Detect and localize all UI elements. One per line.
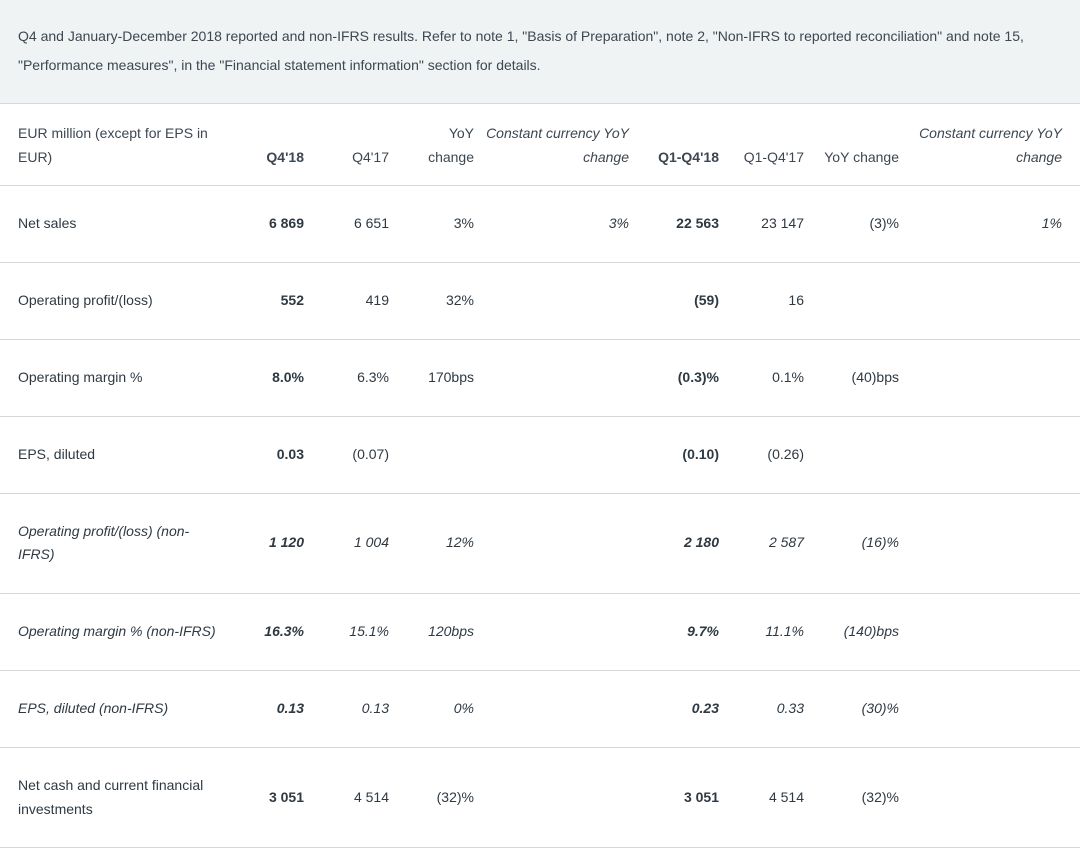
cell-q418: 8.0% — [225, 339, 310, 416]
cell-yoy2 — [810, 263, 905, 340]
cell-label: Operating profit/(loss) — [0, 263, 225, 340]
cell-q1418: 2 180 — [635, 493, 725, 594]
cell-cc2 — [905, 670, 1080, 747]
table-row: Operating margin %8.0%6.3%170bps (0.3)%0.… — [0, 339, 1080, 416]
cell-q1417: 2 587 — [725, 493, 810, 594]
cell-q417: 4 514 — [310, 747, 395, 848]
cell-q418: 552 — [225, 263, 310, 340]
financial-table: EUR million (except for EPS in EUR) Q4'1… — [0, 104, 1080, 848]
cell-q417: (0.07) — [310, 416, 395, 493]
cell-q417: 15.1% — [310, 594, 395, 671]
cell-q1417: 11.1% — [725, 594, 810, 671]
cell-q1417: 0.33 — [725, 670, 810, 747]
cell-q417: 0.13 — [310, 670, 395, 747]
cell-yoy: 170bps — [395, 339, 480, 416]
cell-label: Operating profit/(loss) (non-IFRS) — [0, 493, 225, 594]
cell-yoy: (32)% — [395, 747, 480, 848]
header-constant-currency2: Constant currency YoY change — [905, 104, 1080, 186]
cell-cc — [480, 416, 635, 493]
header-q418: Q4'18 — [225, 104, 310, 186]
cell-cc2 — [905, 594, 1080, 671]
table-row: EPS, diluted (non-IFRS)0.130.130%0.230.3… — [0, 670, 1080, 747]
table-row: Operating margin % (non-IFRS)16.3%15.1%1… — [0, 594, 1080, 671]
cell-q418: 0.03 — [225, 416, 310, 493]
note-box: Q4 and January-December 2018 reported an… — [0, 0, 1080, 104]
cell-yoy2: (32)% — [810, 747, 905, 848]
table-row: EPS, diluted0.03(0.07) (0.10)(0.26) — [0, 416, 1080, 493]
header-q1q417: Q1-Q4'17 — [725, 104, 810, 186]
cell-yoy2: (140)bps — [810, 594, 905, 671]
cell-label: Net cash and current financial investmen… — [0, 747, 225, 848]
note-text: Q4 and January-December 2018 reported an… — [18, 28, 1024, 73]
cell-q1418: (59) — [635, 263, 725, 340]
cell-label: Operating margin % — [0, 339, 225, 416]
cell-q418: 16.3% — [225, 594, 310, 671]
cell-q418: 0.13 — [225, 670, 310, 747]
cell-cc — [480, 594, 635, 671]
cell-yoy2 — [810, 416, 905, 493]
cell-q1418: (0.10) — [635, 416, 725, 493]
cell-q417: 419 — [310, 263, 395, 340]
cell-yoy2: (3)% — [810, 186, 905, 263]
cell-q1417: (0.26) — [725, 416, 810, 493]
cell-q417: 6 651 — [310, 186, 395, 263]
cell-q1417: 23 147 — [725, 186, 810, 263]
cell-q1417: 0.1% — [725, 339, 810, 416]
table-header: EUR million (except for EPS in EUR) Q4'1… — [0, 104, 1080, 186]
cell-q1418: 22 563 — [635, 186, 725, 263]
cell-cc2 — [905, 747, 1080, 848]
cell-yoy: 3% — [395, 186, 480, 263]
cell-q418: 6 869 — [225, 186, 310, 263]
cell-cc2 — [905, 339, 1080, 416]
cell-q417: 1 004 — [310, 493, 395, 594]
table-row: Net sales6 8696 6513%3%22 56323 147(3)%1… — [0, 186, 1080, 263]
cell-q1418: 9.7% — [635, 594, 725, 671]
cell-yoy: 0% — [395, 670, 480, 747]
cell-yoy2: (30)% — [810, 670, 905, 747]
cell-cc — [480, 263, 635, 340]
cell-q1417: 16 — [725, 263, 810, 340]
cell-q1418: (0.3)% — [635, 339, 725, 416]
cell-q418: 3 051 — [225, 747, 310, 848]
cell-yoy: 12% — [395, 493, 480, 594]
header-label: EUR million (except for EPS in EUR) — [0, 104, 225, 186]
cell-cc: 3% — [480, 186, 635, 263]
cell-q418: 1 120 — [225, 493, 310, 594]
table-row: Operating profit/(loss) (non-IFRS)1 1201… — [0, 493, 1080, 594]
table-body: Net sales6 8696 6513%3%22 56323 147(3)%1… — [0, 186, 1080, 848]
cell-yoy2: (40)bps — [810, 339, 905, 416]
cell-label: Net sales — [0, 186, 225, 263]
cell-label: EPS, diluted (non-IFRS) — [0, 670, 225, 747]
cell-yoy: 32% — [395, 263, 480, 340]
header-constant-currency: Constant currency YoY change — [480, 104, 635, 186]
header-yoy: YoY change — [395, 104, 480, 186]
cell-cc2 — [905, 493, 1080, 594]
cell-cc — [480, 339, 635, 416]
cell-yoy — [395, 416, 480, 493]
cell-cc2 — [905, 416, 1080, 493]
cell-label: Operating margin % (non-IFRS) — [0, 594, 225, 671]
cell-yoy2: (16)% — [810, 493, 905, 594]
table-row: Operating profit/(loss)55241932% (59)16 — [0, 263, 1080, 340]
cell-q1418: 0.23 — [635, 670, 725, 747]
cell-cc2 — [905, 263, 1080, 340]
cell-q1417: 4 514 — [725, 747, 810, 848]
cell-cc — [480, 493, 635, 594]
cell-cc2: 1% — [905, 186, 1080, 263]
header-yoy2: YoY change — [810, 104, 905, 186]
cell-cc — [480, 670, 635, 747]
header-q1q418: Q1-Q4'18 — [635, 104, 725, 186]
cell-q1418: 3 051 — [635, 747, 725, 848]
cell-q417: 6.3% — [310, 339, 395, 416]
header-q417: Q4'17 — [310, 104, 395, 186]
cell-yoy: 120bps — [395, 594, 480, 671]
cell-label: EPS, diluted — [0, 416, 225, 493]
cell-cc — [480, 747, 635, 848]
table-row: Net cash and current financial investmen… — [0, 747, 1080, 848]
